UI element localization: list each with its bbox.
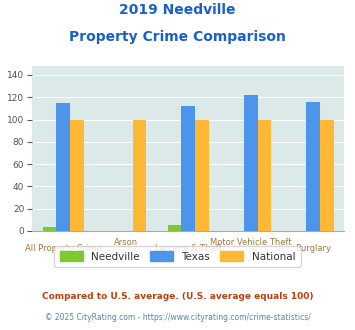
Bar xyxy=(181,106,195,231)
Bar xyxy=(195,119,209,231)
Text: Compared to U.S. average. (U.S. average equals 100): Compared to U.S. average. (U.S. average … xyxy=(42,292,313,301)
Legend: Needville, Texas, National: Needville, Texas, National xyxy=(55,246,300,267)
Bar xyxy=(244,95,257,231)
Text: All Property Crime: All Property Crime xyxy=(25,244,102,253)
Bar xyxy=(43,226,56,231)
Bar xyxy=(257,119,271,231)
Text: Motor Vehicle Theft: Motor Vehicle Theft xyxy=(210,238,291,247)
Text: Property Crime Comparison: Property Crime Comparison xyxy=(69,30,286,44)
Bar xyxy=(306,102,320,231)
Text: Burglary: Burglary xyxy=(295,244,331,253)
Text: 2019 Needville: 2019 Needville xyxy=(119,3,236,17)
Bar xyxy=(56,103,70,231)
Text: © 2025 CityRating.com - https://www.cityrating.com/crime-statistics/: © 2025 CityRating.com - https://www.city… xyxy=(45,314,310,322)
Text: Arson: Arson xyxy=(114,238,138,247)
Bar xyxy=(132,119,146,231)
Bar xyxy=(168,225,181,231)
Bar xyxy=(320,119,334,231)
Text: Larceny & Theft: Larceny & Theft xyxy=(155,244,222,253)
Bar xyxy=(70,119,84,231)
